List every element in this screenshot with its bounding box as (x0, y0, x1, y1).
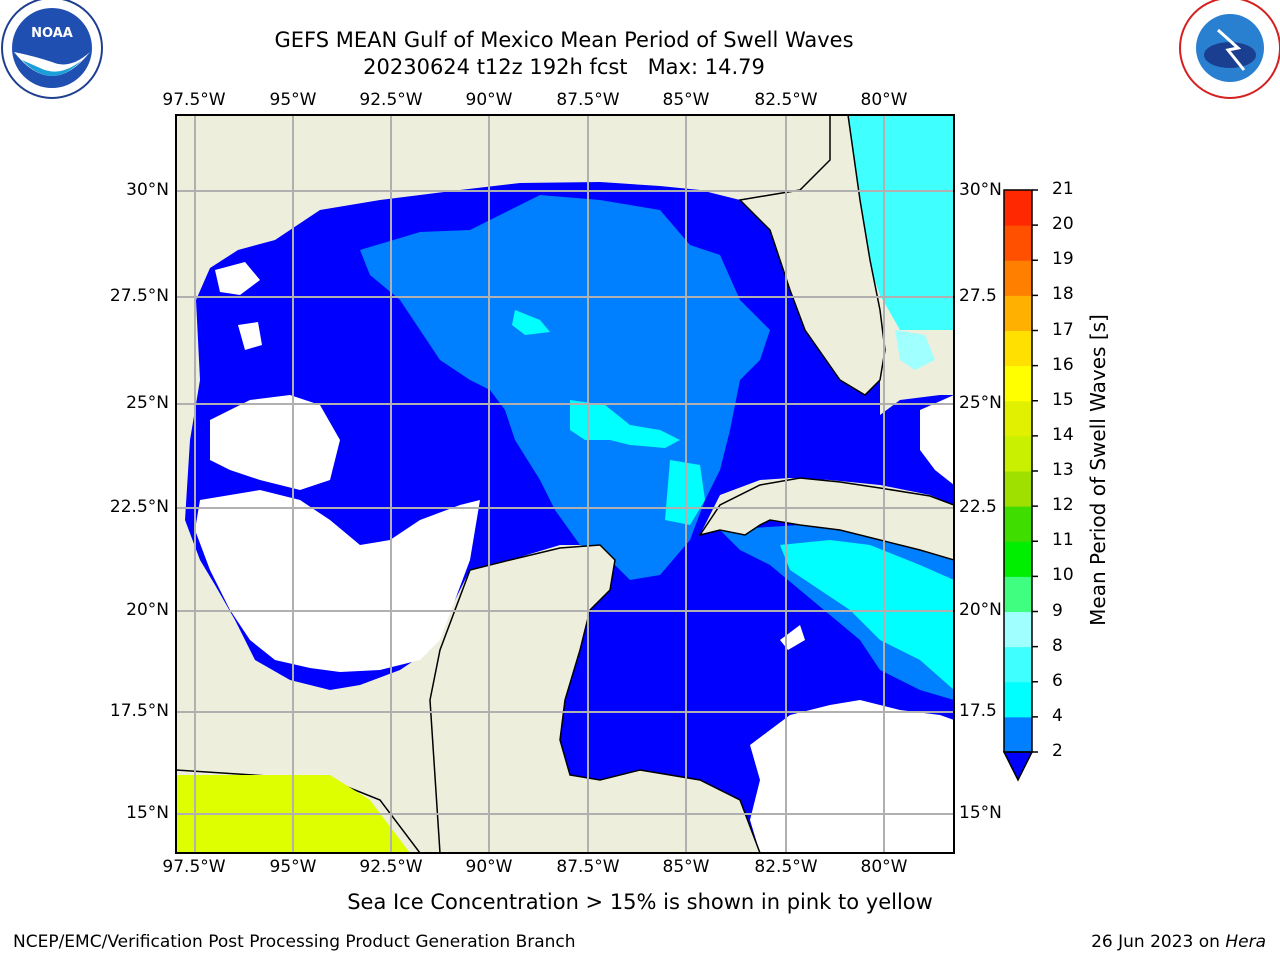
lon-tick-bottom: 90°W (465, 857, 513, 877)
colorbar-segment (1004, 295, 1032, 331)
lat-tick-left: 25°N (126, 393, 169, 413)
lon-tick-top: 87.5°W (556, 90, 620, 110)
colorbar-label: Mean Period of Swell Waves [s] (1086, 314, 1110, 626)
colorbar-segment (1004, 716, 1032, 753)
lon-tick-top: 97.5°W (162, 90, 226, 110)
map-frame (175, 114, 955, 854)
colorbar-extend-triangle (1002, 751, 1034, 782)
lat-tick-right: 30°N (959, 180, 1002, 200)
colorbar-tick-label: 8 (1052, 635, 1063, 656)
colorbar-segment (1004, 330, 1032, 367)
colorbar-segment (1004, 435, 1032, 472)
svg-text:NOAA: NOAA (31, 26, 73, 41)
land-florida (738, 115, 886, 396)
land-yucatan (429, 544, 761, 853)
lat-tick-right: 25°N (959, 393, 1002, 413)
land-cuba (698, 477, 954, 561)
lon-tick-bottom: 97.5°W (162, 857, 226, 877)
colorbar-tick-label: 2 (1052, 741, 1063, 761)
map-area (176, 115, 954, 853)
band-4-6-patch (512, 310, 550, 335)
colorbar-segment (1004, 260, 1032, 296)
colorbar-segment (1004, 646, 1032, 683)
sea-ice-note: Sea Ice Concentration > 15% is shown in … (347, 890, 933, 914)
below-range-west (195, 490, 480, 672)
lon-tick-top: 95°W (269, 90, 317, 110)
lon-tick-bottom: 85°W (662, 857, 710, 877)
lon-tick-bottom: 95°W (269, 857, 317, 877)
below-range-patch (215, 262, 260, 295)
lat-tick-left: 22.5°N (109, 497, 169, 517)
colorbar-tick-label: 12 (1052, 495, 1074, 516)
colorbar-tick-label: 17 (1052, 319, 1074, 340)
lat-tick-left: 20°N (126, 600, 169, 620)
lon-tick-top: 90°W (465, 90, 513, 110)
machine-name: Hera (1225, 932, 1266, 952)
lat-tick-left: 15°N (126, 803, 169, 823)
colorbar-tick-label: 4 (1052, 705, 1063, 726)
lat-tick-right: 22.5 (959, 497, 997, 517)
below-range-caribbean (750, 700, 954, 853)
band-6-8-east (830, 115, 954, 330)
lat-tick-right: 15°N (959, 803, 1002, 823)
nws-logo (1179, 0, 1280, 99)
colorbar-tick-label: 9 (1052, 600, 1063, 621)
colorbar-tick-label: 6 (1052, 670, 1063, 691)
below-range-east (920, 395, 954, 485)
colorbar-tick-label: 14 (1052, 424, 1074, 445)
colorbar-segment (1004, 506, 1032, 542)
colorbar-tick-label: 19 (1052, 249, 1074, 270)
colorbar-tick-label: 15 (1052, 389, 1074, 410)
lon-tick-top: 92.5°W (359, 90, 423, 110)
band-4-6-east (780, 540, 954, 690)
lon-tick-bottom: 92.5°W (359, 857, 423, 877)
colorbar-segment (1004, 611, 1032, 648)
lat-tick-right: 20°N (959, 600, 1002, 620)
colorbar-tick-label: 21 (1052, 179, 1074, 199)
band-4-6-patch (570, 400, 680, 448)
map-grid (176, 115, 954, 853)
noaa-logo: NOAA (1, 0, 103, 99)
lat-tick-left: 30°N (126, 180, 169, 200)
colorbar-tick-label: 11 (1052, 530, 1074, 551)
colorbar-tick-label: 18 (1052, 284, 1074, 305)
lon-tick-top: 82.5°W (754, 90, 818, 110)
colorbar-segment (1004, 471, 1032, 507)
lat-tick-right: 27.5 (959, 286, 997, 306)
lon-tick-bottom: 82.5°W (754, 857, 818, 877)
credit-line: NCEP/EMC/Verification Post Processing Pr… (13, 932, 576, 952)
colorbar-tick-label: 13 (1052, 460, 1074, 480)
below-range-west (210, 395, 340, 490)
colorbar-segment (1004, 225, 1032, 261)
lat-tick-left: 27.5°N (109, 286, 169, 306)
lat-tick-left: 17.5°N (109, 701, 169, 721)
chart-subtitle: 20230624 t12z 192h fcst Max: 14.79 (363, 55, 765, 79)
chart-title: GEFS MEAN Gulf of Mexico Mean Period of … (274, 28, 854, 52)
colorbar-segment (1004, 365, 1032, 402)
colorbar-tick-label: 16 (1052, 354, 1074, 375)
lon-tick-bottom: 80°W (860, 857, 908, 877)
band-8-9-patch (895, 330, 935, 370)
colorbar-segment (1004, 576, 1032, 612)
lat-tick-right: 17.5 (959, 701, 997, 721)
colorbar-tick-label: 10 (1052, 565, 1074, 586)
colorbar-segment (1004, 541, 1032, 577)
colorbar-segment (1004, 190, 1032, 226)
date-text: 26 Jun 2023 on (1091, 932, 1226, 952)
colorbar-tick-label: 20 (1052, 214, 1074, 235)
date-line: 26 Jun 2023 on Hera (1091, 932, 1266, 952)
lon-tick-bottom: 87.5°W (556, 857, 620, 877)
colorbar-segment (1004, 400, 1032, 437)
gulf-band-2-4 (360, 195, 770, 580)
colorbar-segment (1004, 681, 1032, 718)
below-range-patch (238, 322, 262, 350)
colorbar (1002, 189, 1038, 782)
lon-tick-top: 80°W (860, 90, 908, 110)
lon-tick-top: 85°W (662, 90, 710, 110)
